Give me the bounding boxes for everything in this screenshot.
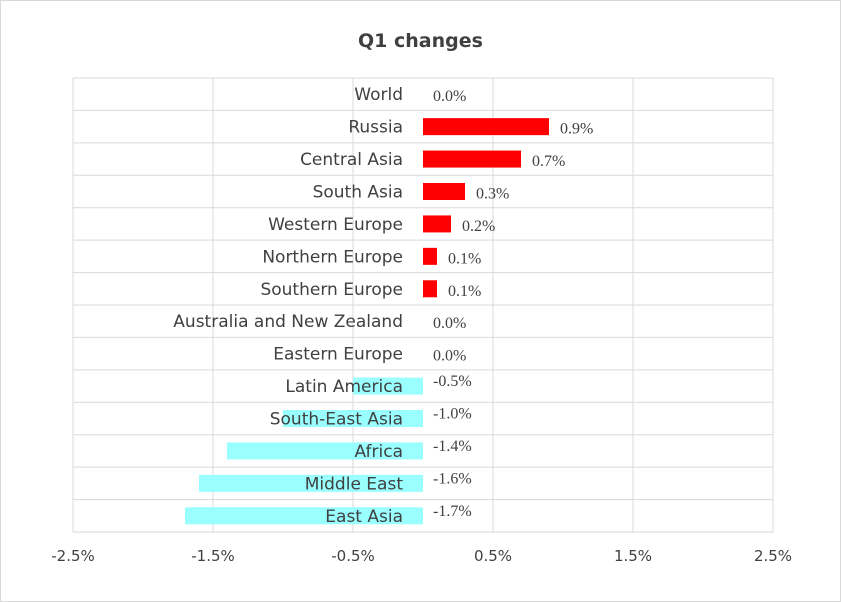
value-label: 0.0%: [433, 348, 466, 365]
category-label: Africa: [355, 442, 404, 462]
bar: [423, 280, 437, 298]
category-label: Middle East: [305, 474, 404, 494]
category-label: Southern Europe: [260, 280, 403, 300]
category-label: Northern Europe: [262, 247, 403, 267]
x-tick-label: 0.5%: [474, 547, 512, 565]
bar: [199, 474, 423, 492]
x-axis-ticks: -2.5% -1.5% -0.5% 0.5% 1.5% 2.5%: [51, 547, 792, 565]
bar: [423, 118, 549, 136]
value-label: -0.5%: [433, 373, 472, 390]
category-label: Eastern Europe: [273, 345, 403, 365]
x-tick-label: 2.5%: [754, 547, 792, 565]
value-label: -1.0%: [433, 406, 472, 423]
category-label: Western Europe: [268, 215, 403, 235]
bar: [423, 150, 521, 168]
x-tick-label: -2.5%: [51, 547, 95, 565]
label-layer: World 0.0% Russia 0.9% Central Asia 0.7% South…: [173, 85, 593, 527]
value-label: -1.6%: [433, 470, 472, 487]
x-tick-label: -0.5%: [331, 547, 375, 565]
category-label: East Asia: [325, 507, 403, 527]
value-label: 0.1%: [448, 283, 481, 300]
category-label: South Asia: [313, 183, 403, 203]
x-tick-label: -1.5%: [191, 547, 235, 565]
chart-title: Q1 changes: [358, 30, 483, 52]
bar: [423, 215, 451, 233]
value-label: -1.4%: [433, 438, 472, 455]
value-label: 0.7%: [532, 153, 565, 170]
grid-layer: [72, 77, 774, 533]
category-label: Central Asia: [300, 150, 403, 170]
category-label: World: [354, 85, 403, 105]
category-label: Australia and New Zealand: [173, 312, 403, 332]
value-label: 0.0%: [433, 88, 466, 105]
bar: [423, 183, 465, 200]
value-label: 0.0%: [433, 315, 466, 332]
category-label: Latin America: [285, 377, 403, 397]
value-label: 0.3%: [476, 186, 509, 203]
bar-layer: [185, 118, 549, 525]
x-tick-label: 1.5%: [614, 547, 652, 565]
value-label: -1.7%: [433, 503, 472, 520]
bar: [423, 247, 437, 265]
bar: [227, 442, 423, 460]
bar: [283, 410, 423, 427]
bar: [185, 507, 423, 525]
value-label: 0.2%: [462, 218, 495, 235]
value-label: 0.9%: [560, 121, 593, 138]
value-label: 0.1%: [448, 250, 481, 267]
category-label: Russia: [348, 118, 403, 138]
category-label: South-East Asia: [270, 410, 403, 430]
bar: [353, 377, 423, 395]
